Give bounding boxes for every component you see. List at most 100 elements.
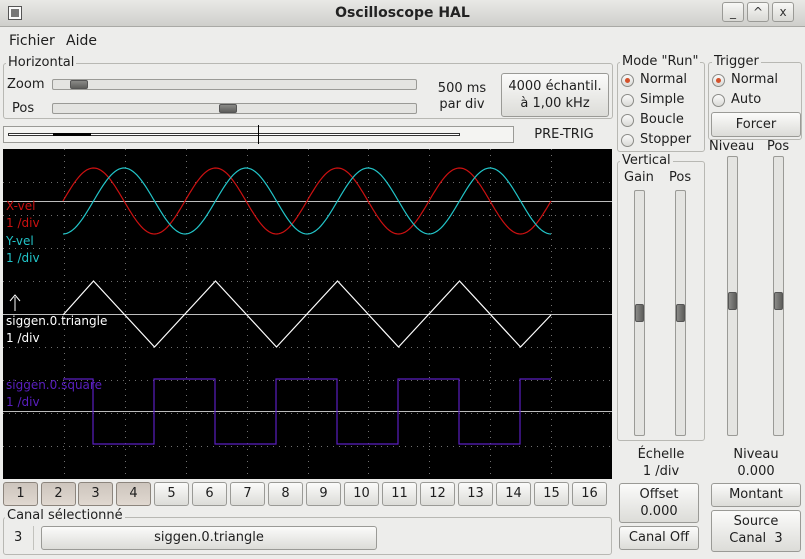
trigger-auto-label[interactable]: Auto [731,92,762,107]
trace-scale-y-vel: 1 /div [6,251,40,265]
offset-button[interactable]: Offset 0.000 [619,483,699,523]
sample-rate-button[interactable]: 4000 échantil. à 1,00 kHz [501,73,609,117]
pos-slider[interactable] [52,103,417,114]
channel-button-14[interactable]: 14 [496,482,531,506]
channel-button-3[interactable]: 3 [78,482,113,506]
pretrig-label: PRE-TRIG [534,127,594,142]
menu-aide[interactable]: Aide [66,33,97,49]
run-mode-boucle-radio[interactable] [621,114,634,127]
x-vel-trace [62,167,552,235]
close-icon[interactable]: x [772,2,794,22]
waveforms [62,167,552,445]
selected-channel-frame-label: Canal sélectionné [5,508,125,523]
run-mode-normal-label[interactable]: Normal [640,72,688,87]
minimize-icon[interactable]: _ [722,2,744,22]
offset-button-value: 0.000 [640,504,678,519]
timebase-unit: par div [439,97,485,112]
channel-button-9[interactable]: 9 [306,482,341,506]
trigger-pos-slider-thumb[interactable] [774,292,783,310]
run-mode-stopper-radio[interactable] [621,134,634,147]
maximize-icon[interactable]: ^ [747,2,769,22]
force-trigger-button[interactable]: Forcer [711,112,801,137]
trigger-pos-label: Pos [767,139,790,154]
record-overview-window [53,133,91,136]
trigger-normal-label[interactable]: Normal [731,72,779,87]
trigger-level-value: 0.000 [737,464,775,479]
up-arrow-icon [9,294,21,311]
window-title: Oscilloscope HAL [335,5,470,21]
channel-button-7[interactable]: 7 [230,482,265,506]
zoom-label: Zoom [7,77,45,92]
waveform-canvas [3,149,612,479]
trace-label-square: siggen.0.square [6,378,102,392]
trigger-level-slider-thumb[interactable] [728,292,737,310]
vertical-pos-slider-thumb[interactable] [676,304,685,322]
sample-rate-line1: 4000 échantil. [508,79,602,94]
trigger-source-button[interactable]: Source Canal 3 [711,510,801,552]
channel-button-5[interactable]: 5 [154,482,189,506]
channel-button-4[interactable]: 4 [116,482,151,506]
trace-label-x-vel: X-vel [6,199,36,213]
trigger-normal-radio[interactable] [712,74,725,87]
pos-label: Pos [12,101,35,116]
zoom-slider-thumb[interactable] [70,80,88,89]
selected-channel-name-button[interactable]: siggen.0.triangle [41,526,377,550]
trigger-level-caption: Niveau [733,447,779,462]
channel-button-15[interactable]: 15 [534,482,569,506]
channel-button-8[interactable]: 8 [268,482,303,506]
scope-display[interactable]: X-vel 1 /div Y-vel 1 /div siggen.0.trian… [3,149,612,479]
trace-reference-lines [3,201,612,412]
record-overview-range [8,133,460,136]
run-mode-frame-label: Mode "Run" [620,54,701,69]
scale-value: 1 /div [642,464,680,479]
trigger-frame-label: Trigger [712,54,761,69]
trigger-level-slider[interactable] [727,156,738,436]
sample-rate-line2: à 1,00 kHz [520,96,590,111]
trace-label-triangle: siggen.0.triangle [6,314,108,328]
window-menu-icon[interactable] [8,6,22,20]
channel-button-13[interactable]: 13 [458,482,493,506]
run-mode-normal-radio[interactable] [621,74,634,87]
run-mode-simple-label[interactable]: Simple [640,92,685,107]
channel-button-10[interactable]: 10 [344,482,379,506]
timebase-value: 500 ms [437,81,487,96]
gain-slider[interactable] [634,190,645,436]
square-trace [63,378,551,445]
record-overview-bar[interactable] [3,125,514,144]
vertical-pos-slider[interactable] [675,190,686,436]
trigger-auto-radio[interactable] [712,94,725,107]
gain-label: Gain [624,170,654,185]
channel-button-16[interactable]: 16 [572,482,607,506]
trace-scale-triangle: 1 /div [6,331,40,345]
y-vel-trace [62,167,552,235]
horizontal-frame [3,63,613,119]
selected-channel-number: 3 [14,530,23,545]
trigger-pos-slider[interactable] [773,156,784,436]
vertical-frame [617,161,705,441]
run-mode-simple-radio[interactable] [621,94,634,107]
vertical-pos-label: Pos [669,170,692,185]
gain-slider-thumb[interactable] [635,304,644,322]
pos-slider-thumb[interactable] [219,104,237,113]
trace-scale-square: 1 /div [6,395,40,409]
vertical-frame-label: Vertical [620,153,673,168]
channel-button-11[interactable]: 11 [382,482,417,506]
menu-fichier[interactable]: Fichier [9,33,55,49]
trigger-source-value: Canal 3 [729,531,783,546]
channel-button-6[interactable]: 6 [192,482,227,506]
channel-button-1[interactable]: 1 [3,482,38,506]
run-mode-stopper-label[interactable]: Stopper [640,132,692,147]
title-bar: Oscilloscope HAL _ ^ x [0,0,805,27]
trigger-level-label: Niveau [709,139,755,154]
trigger-edge-button[interactable]: Montant [711,483,801,507]
channel-button-12[interactable]: 12 [420,482,455,506]
channel-off-button[interactable]: Canal Off [619,526,699,550]
zoom-slider[interactable] [52,79,417,90]
horizontal-frame-label: Horizontal [6,55,77,70]
trace-scale-x-vel: 1 /div [6,216,40,230]
menu-bar: Fichier Aide [0,28,805,52]
trigger-source-label: Source [733,514,779,529]
channel-button-2[interactable]: 2 [41,482,76,506]
run-mode-boucle-label[interactable]: Boucle [640,112,684,127]
scale-caption: Échelle [637,447,685,462]
